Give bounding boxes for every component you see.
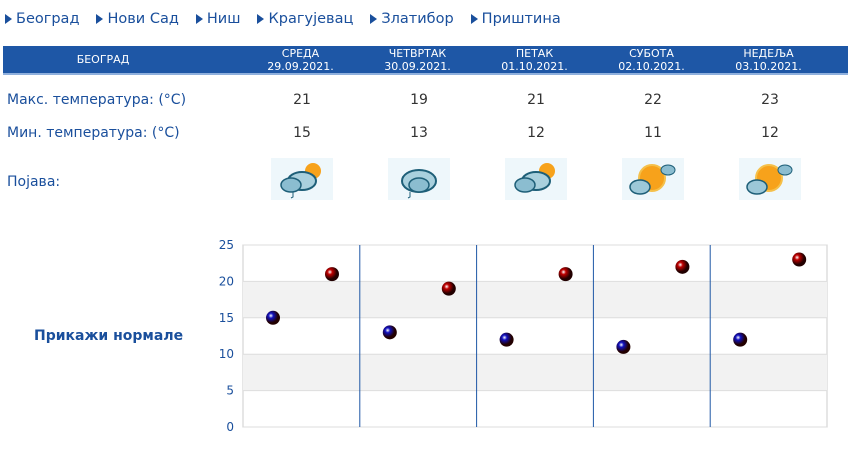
- day-name: ПЕТАК: [515, 47, 554, 60]
- arrow-icon: [5, 14, 12, 24]
- partly-cloudy-rain-icon: [271, 158, 333, 200]
- y-tick-label: 20: [219, 274, 234, 288]
- nav-label: Приштина: [481, 11, 561, 27]
- day-name: НЕДЕЉА: [743, 47, 794, 60]
- plot-area: [242, 244, 828, 428]
- arrow-icon: [96, 14, 104, 24]
- max-temp-value: 19: [410, 92, 428, 108]
- max-temp-point: [675, 259, 690, 274]
- max-temp-value: 22: [644, 92, 662, 108]
- phenomenon-label: Појава:: [7, 174, 61, 190]
- nav-link-kragujevac[interactable]: Крагујевац: [257, 11, 353, 27]
- min-temp-value: 13: [410, 125, 428, 141]
- day-date: 29.09.2021.: [267, 60, 334, 73]
- max-temp-point: [792, 252, 807, 267]
- min-temp-point: [499, 332, 514, 347]
- nav-label: Нови Сад: [107, 11, 179, 27]
- max-temp-point: [325, 267, 339, 282]
- city-nav: Београд Нови Сад Ниш Крагујевац Златибор…: [5, 11, 561, 27]
- nav-link-novi-sad[interactable]: Нови Сад: [96, 11, 179, 27]
- max-temp-label: Макс. температура: (°C): [7, 92, 187, 108]
- day-date: 03.10.2021.: [735, 60, 802, 73]
- nav-label: Златибор: [381, 11, 454, 27]
- nav-link-beograd[interactable]: Београд: [5, 11, 79, 27]
- y-tick-label: 5: [226, 384, 234, 398]
- min-temp-value: 12: [527, 125, 545, 141]
- max-temp-value: 21: [293, 92, 311, 108]
- day-date: 01.10.2021.: [501, 60, 568, 73]
- nav-label: Ниш: [206, 11, 241, 27]
- max-temp-value: 23: [761, 92, 779, 108]
- nav-label: Крагујевац: [268, 11, 354, 27]
- arrow-icon: [470, 14, 478, 24]
- arrow-icon: [257, 14, 265, 24]
- min-temp-value: 15: [293, 125, 311, 141]
- nav-link-nis[interactable]: Ниш: [195, 11, 241, 27]
- min-temp-point: [382, 325, 397, 340]
- forecast-header: БЕОГРАД СРЕДА 29.09.2021. ЧЕТВРТАК 30.09.2…: [3, 46, 848, 75]
- nav-label: Београд: [16, 11, 80, 27]
- day-header: НЕДЕЉА 03.10.2021.: [716, 47, 821, 73]
- min-temp-value: 12: [761, 125, 779, 141]
- y-tick-label: 25: [219, 238, 234, 252]
- min-temp-point: [733, 332, 748, 347]
- nav-link-zlatibor[interactable]: Златибор: [370, 11, 454, 27]
- min-temp-label: Мин. температура: (°C): [7, 125, 180, 141]
- day-header: ЧЕТВРТАК 30.09.2021.: [365, 47, 470, 73]
- day-name: СУБОТА: [629, 47, 674, 60]
- grid-band: [243, 354, 827, 391]
- mostly-sunny-icon: [739, 158, 801, 200]
- grid-band: [243, 281, 827, 318]
- day-name: СРЕДА: [281, 47, 320, 60]
- day-header: ПЕТАК 01.10.2021.: [482, 47, 587, 73]
- max-temp-point: [558, 267, 573, 282]
- min-temp-point: [616, 339, 631, 354]
- cloudy-rain-icon: [388, 158, 450, 200]
- mostly-sunny-icon: [622, 158, 684, 200]
- min-temp-value: 11: [644, 125, 662, 141]
- show-normals-link[interactable]: Прикажи нормале: [34, 328, 184, 344]
- y-tick-label: 10: [219, 347, 234, 361]
- day-name: ЧЕТВРТАК: [388, 47, 447, 60]
- nav-link-pristina[interactable]: Приштина: [470, 11, 561, 27]
- city-title: БЕОГРАД: [76, 53, 130, 66]
- y-tick-label: 15: [219, 311, 234, 325]
- y-tick-label: 0: [226, 420, 234, 434]
- max-temp-value: 21: [527, 92, 545, 108]
- partly-cloudy-icon: [505, 158, 567, 200]
- arrow-icon: [370, 14, 378, 24]
- day-date: 02.10.2021.: [618, 60, 685, 73]
- max-temp-point: [441, 281, 456, 296]
- arrow-icon: [195, 14, 203, 24]
- day-header: СРЕДА 29.09.2021.: [248, 47, 353, 73]
- min-temp-point: [266, 310, 280, 325]
- day-header: СУБОТА 02.10.2021.: [599, 47, 704, 73]
- day-date: 30.09.2021.: [384, 60, 451, 73]
